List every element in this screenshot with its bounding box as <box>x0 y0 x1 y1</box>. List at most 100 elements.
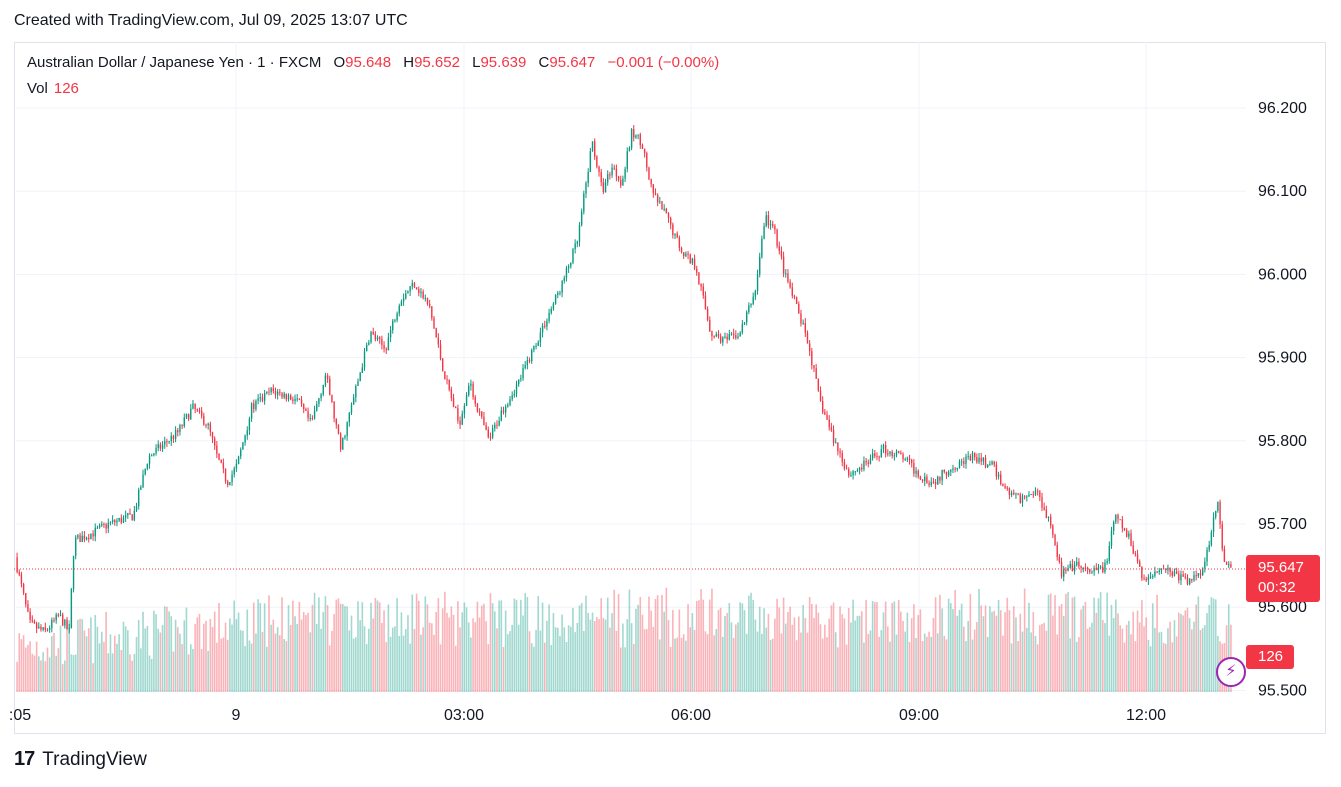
volume-bar <box>463 602 466 692</box>
candle-body <box>806 332 809 344</box>
volume-bar <box>1123 642 1126 692</box>
volume-bar <box>70 654 73 692</box>
candle-body <box>455 407 457 409</box>
volume-bar <box>470 637 472 692</box>
volume-bar <box>685 640 687 692</box>
candle-body <box>474 397 476 404</box>
candle-body <box>485 425 487 430</box>
volume-bar <box>1034 636 1037 692</box>
volume-bar <box>309 632 312 692</box>
candle-body <box>151 455 153 457</box>
volume-bar <box>498 600 500 692</box>
candle-body <box>294 398 296 402</box>
volume-bar <box>57 648 60 692</box>
volume-bar <box>185 607 188 692</box>
candle-body <box>593 141 596 157</box>
candle-body <box>300 399 303 405</box>
candle-body <box>698 272 700 285</box>
candle-body <box>190 408 192 420</box>
volume-bar <box>656 595 659 692</box>
volume-bar <box>941 608 943 692</box>
volume-bar <box>1204 625 1206 692</box>
volume-bar <box>754 619 757 692</box>
candle-body <box>735 335 737 339</box>
candle-body <box>374 334 377 340</box>
candle-body <box>821 400 824 413</box>
candle-body <box>921 479 924 482</box>
candle-body <box>211 432 214 439</box>
candle-body <box>1041 497 1043 508</box>
volume-bar <box>114 635 116 692</box>
volume-bar <box>997 599 1000 692</box>
volume-bar <box>843 618 846 692</box>
volume-bar <box>1201 628 1204 692</box>
price-axis: 96.200 96.100 96.000 95.900 95.800 95.700 95.6… <box>1258 100 1307 699</box>
volume-bar <box>869 630 872 692</box>
candle-body <box>546 320 548 327</box>
volume-bar <box>815 604 817 692</box>
volume-bar <box>991 611 993 692</box>
candle-body <box>387 337 390 351</box>
volume-bar <box>546 620 548 692</box>
candle-body <box>220 459 222 463</box>
volume-bar <box>407 615 409 692</box>
price-tick-label: 95.800 <box>1258 433 1307 450</box>
candle-body <box>817 378 820 391</box>
candle-body <box>754 290 757 297</box>
candle-body <box>782 256 785 274</box>
volume-bar <box>659 639 661 692</box>
candle-body <box>268 391 270 393</box>
volume-bar <box>1073 596 1076 692</box>
volume-bar <box>602 618 605 692</box>
volume-bar <box>798 616 800 692</box>
candle-body <box>398 305 400 314</box>
volume-bar <box>1002 635 1004 692</box>
candle-body <box>1169 567 1171 573</box>
candle-body <box>924 476 926 482</box>
volume-bar <box>1169 621 1171 692</box>
volume-bar <box>1134 641 1137 692</box>
volume-bar <box>689 627 692 692</box>
volume-bar <box>982 616 985 692</box>
candle-body <box>281 392 283 398</box>
volume-bar <box>893 601 896 692</box>
candle-body <box>587 172 589 184</box>
candle-body <box>748 305 750 313</box>
candle-body <box>1149 576 1152 578</box>
volume-bar <box>252 602 255 692</box>
candle-body <box>240 449 242 457</box>
volume-bar <box>1119 625 1121 692</box>
volume-bar <box>728 603 731 692</box>
volume-bar <box>281 597 283 692</box>
candle-body <box>1000 474 1002 484</box>
candle-body <box>355 385 357 398</box>
volume-bar <box>157 628 160 692</box>
candle-body <box>77 535 79 538</box>
candle-body <box>285 393 288 400</box>
candle-body <box>1180 574 1182 581</box>
candle-body <box>1017 493 1019 495</box>
volume-bar <box>302 612 305 692</box>
volume-value: 126 <box>53 80 79 97</box>
candle-body <box>1065 569 1067 571</box>
volume-bar <box>565 642 568 692</box>
candle-body <box>1217 501 1219 511</box>
volume-bar <box>952 609 954 692</box>
candle-body <box>1215 510 1217 518</box>
volume-bar <box>780 633 783 692</box>
candle-body <box>496 424 498 426</box>
candle-body <box>1197 573 1200 577</box>
candle-body <box>1156 571 1158 573</box>
flash-icon[interactable]: ⚡ <box>1216 657 1246 687</box>
candle-body <box>737 336 739 339</box>
volume-bar <box>489 593 492 692</box>
candle-body <box>583 193 585 212</box>
candle-body <box>161 444 164 449</box>
volume-bar <box>174 619 177 692</box>
volume-bar <box>1188 618 1191 692</box>
footer-brand: 17 TradingView <box>14 748 147 771</box>
volume-bar <box>598 619 600 692</box>
volume-bar <box>448 617 450 692</box>
volume-bar <box>537 596 540 692</box>
